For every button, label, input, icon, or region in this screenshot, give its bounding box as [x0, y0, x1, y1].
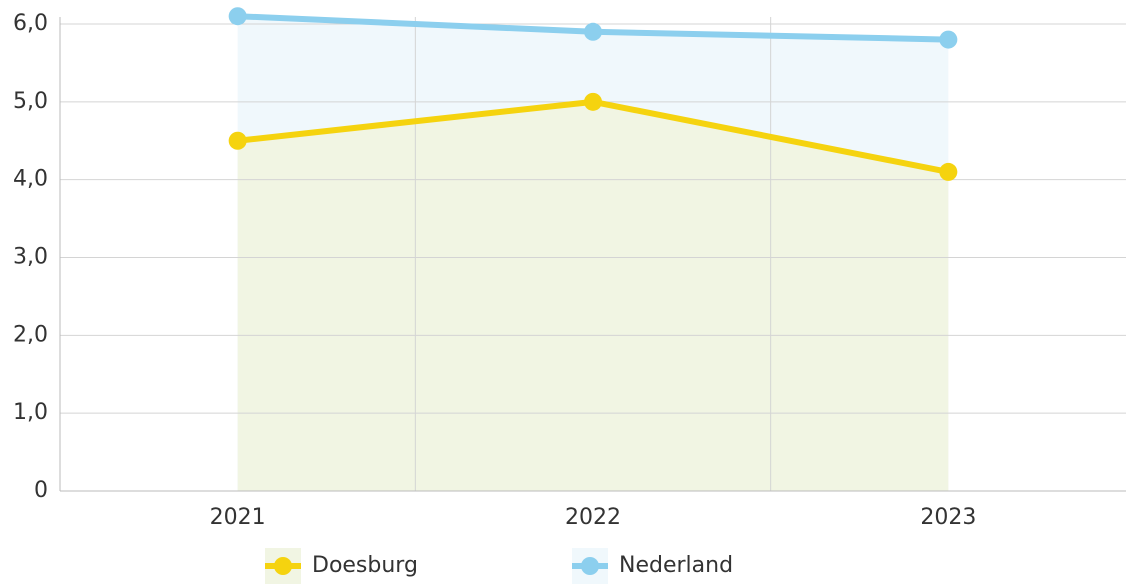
point: [939, 162, 958, 181]
y-tick-label: 2,0: [13, 322, 48, 347]
y-tick-label: 0: [34, 478, 48, 503]
x-tick-label: 2021: [210, 505, 266, 530]
x-tick-label: 2023: [920, 505, 976, 530]
y-tick-label: 6,0: [13, 11, 48, 36]
y-tick-label: 5,0: [13, 89, 48, 114]
point: [939, 30, 958, 49]
point: [228, 131, 247, 150]
y-tick-label: 4,0: [13, 167, 48, 192]
legend-label: Doesburg: [312, 553, 418, 578]
point: [584, 22, 602, 41]
legend-marker: [274, 557, 292, 575]
x-tick-label: 2022: [565, 505, 621, 530]
point: [584, 92, 602, 111]
legend-marker: [581, 557, 599, 575]
area: [237, 101, 949, 491]
y-tick-label: 3,0: [13, 245, 48, 270]
legend-label: Nederland: [619, 553, 733, 578]
point: [228, 7, 247, 26]
y-tick-label: 1,0: [13, 400, 48, 425]
